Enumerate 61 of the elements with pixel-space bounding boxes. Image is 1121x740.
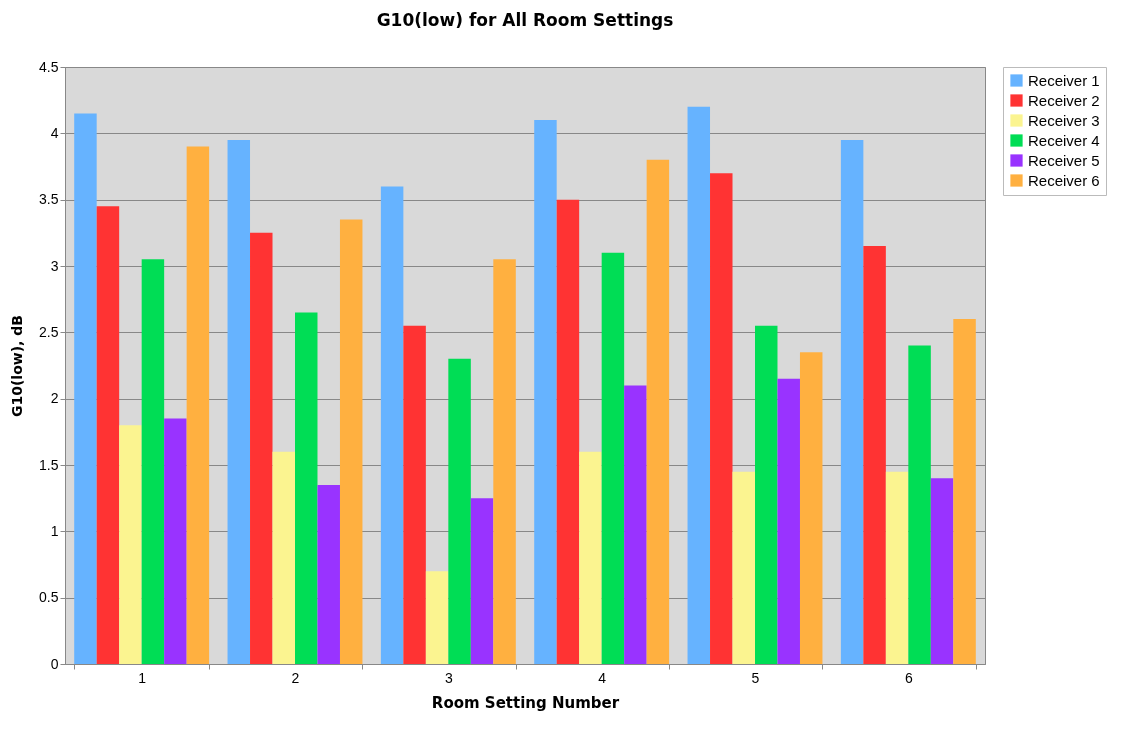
bar [556, 199, 580, 664]
bar [339, 219, 363, 664]
x-tick-label: 4 [598, 669, 607, 686]
y-axis-title: G10(low), dB [9, 314, 26, 418]
bar [755, 325, 778, 664]
bar [74, 113, 97, 664]
y-tick-label: 4 [50, 124, 59, 141]
bar [534, 120, 557, 664]
bar [710, 173, 733, 664]
bar [908, 345, 931, 664]
bar [493, 259, 516, 664]
y-tick-label: 3 [50, 257, 59, 274]
bar [186, 146, 210, 664]
bar [470, 498, 494, 664]
x-tick-label: 3 [444, 669, 453, 686]
bar [930, 478, 954, 664]
x-tick-label: 1 [138, 669, 147, 686]
bar [601, 252, 625, 664]
bar [403, 325, 426, 664]
bar [777, 378, 800, 664]
legend-label: Receiver 4 [1028, 131, 1100, 149]
y-tick-label: 2.5 [39, 323, 59, 340]
y-tick-label: 1 [50, 522, 59, 539]
legend-label: Receiver 5 [1028, 151, 1100, 169]
y-tick-label: 2 [50, 390, 59, 407]
y-tick-label: 4.5 [39, 58, 59, 75]
bar [953, 319, 976, 664]
bar [141, 259, 165, 664]
bar [885, 471, 909, 664]
bar [227, 139, 251, 664]
bar [317, 484, 340, 664]
y-tick-label: 3.5 [39, 191, 59, 208]
bar [624, 385, 647, 664]
bar [380, 186, 404, 664]
bar [250, 232, 273, 664]
legend-label: Receiver 3 [1028, 111, 1100, 129]
legend-label: Receiver 1 [1028, 71, 1100, 89]
x-axis-title: Room Setting Number [431, 693, 620, 712]
bar [164, 418, 187, 664]
bar [119, 425, 142, 664]
bar [579, 451, 602, 664]
bar [646, 159, 670, 664]
bar [732, 471, 755, 664]
bar [96, 206, 120, 664]
bar [295, 312, 318, 664]
bar [799, 352, 823, 664]
y-tick-label: 0 [50, 655, 59, 672]
legend-label: Receiver 6 [1028, 171, 1100, 189]
bar [840, 139, 864, 664]
x-tick-label: 2 [291, 669, 300, 686]
legend-label: Receiver 2 [1028, 91, 1100, 109]
y-tick-label: 1.5 [39, 456, 59, 473]
bar [272, 451, 295, 664]
bar [687, 106, 711, 664]
x-tick-label: 6 [904, 669, 913, 686]
bar [425, 571, 449, 664]
y-tick-label: 0.5 [39, 589, 59, 606]
bar [448, 358, 471, 664]
chart-title: G10(low) for All Room Settings [376, 10, 674, 30]
x-tick-label: 5 [751, 669, 760, 686]
bar [863, 246, 886, 664]
